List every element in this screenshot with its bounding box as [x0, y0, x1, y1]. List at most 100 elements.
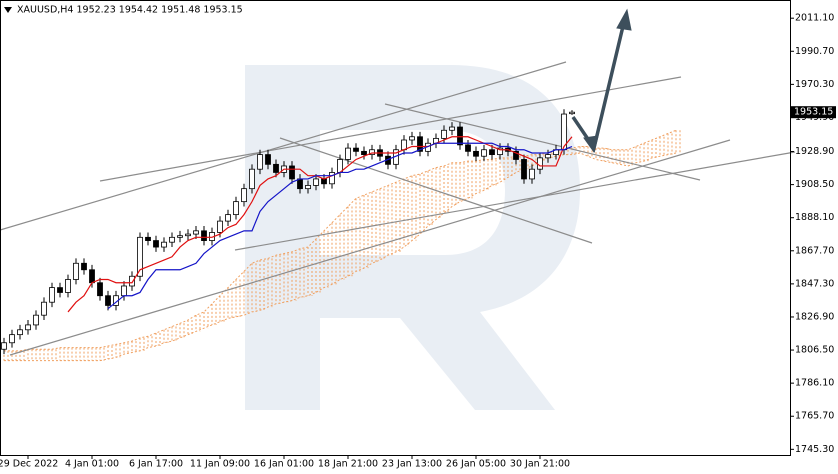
candle-body [409, 136, 415, 141]
candle-body [145, 236, 151, 241]
candle-body [465, 144, 471, 152]
indicator-lines [67, 136, 573, 313]
trend-line [384, 103, 701, 181]
candle-body [265, 154, 271, 165]
candle-body [33, 314, 39, 326]
candle-body [161, 241, 167, 248]
trend-line [9, 139, 731, 356]
indicator-line [67, 136, 573, 313]
candle-body [41, 301, 47, 316]
candle-body [449, 126, 455, 131]
y-tick-label: 1847.30 [795, 278, 834, 289]
x-tick-label: 29 Dec 2022 [0, 459, 58, 470]
candle-body [153, 240, 159, 248]
candle-body [361, 150, 367, 156]
candle-body [321, 178, 327, 185]
y-tick-label: 1826.90 [795, 311, 834, 322]
candle-body [193, 230, 199, 235]
y-tick-label: 1745.30 [795, 444, 834, 455]
arrow-path [571, 21, 626, 153]
candle-body [49, 287, 55, 303]
candle-body [521, 159, 527, 180]
candle-body [169, 236, 175, 243]
x-tick-label: 26 Jan 05:00 [446, 459, 506, 470]
candle-body [17, 329, 23, 336]
candle-body [353, 147, 359, 152]
arrow-head [583, 135, 599, 154]
arrow-head [616, 8, 632, 31]
indicator-line [107, 142, 573, 310]
candle-body [401, 139, 407, 151]
x-tick-label: 11 Jan 09:00 [190, 459, 250, 470]
candle-body [569, 111, 575, 115]
candle-body [529, 168, 535, 180]
x-tick-label: 18 Jan 21:00 [318, 459, 378, 470]
candle-body [233, 201, 239, 216]
trend-line [99, 76, 682, 182]
cloud-edge [4, 129, 677, 352]
x-tick-label: 30 Jan 21:00 [510, 459, 570, 470]
y-tick-label: 1867.70 [795, 245, 834, 256]
price-tag-label: 1953.15 [794, 107, 833, 118]
x-tick-label: 4 Jan 01:00 [65, 459, 119, 470]
trend-line [0, 61, 567, 231]
candle-body [121, 285, 127, 297]
y-tick-label: 1765.70 [795, 411, 834, 422]
candle-body [89, 269, 95, 284]
candle-body [105, 295, 111, 306]
candle-body [473, 150, 479, 157]
candle-body [201, 230, 207, 241]
candle-body [25, 324, 31, 331]
x-tick-label: 23 Jan 13:00 [382, 459, 442, 470]
candle-body [241, 188, 247, 203]
y-tick-label: 1990.70 [795, 46, 834, 57]
candle-body [1, 342, 7, 350]
candle-body [177, 235, 183, 238]
candle-body [497, 147, 503, 156]
candle-body [305, 185, 311, 190]
axes: 2011.101990.701970.301949.901928.901908.… [0, 13, 836, 470]
candle-body [257, 154, 263, 170]
candle-body [185, 233, 191, 237]
candle-body [137, 236, 143, 277]
price-tag [791, 106, 836, 119]
x-tick-label: 16 Jan 01:00 [254, 459, 314, 470]
candle-body [97, 282, 103, 297]
candle-body [289, 165, 295, 180]
candle-body [217, 220, 223, 233]
y-tick-label: 1970.30 [795, 79, 834, 90]
plot-frame [0, 0, 791, 456]
trend-line [279, 137, 593, 244]
y-tick-label: 1928.90 [795, 146, 834, 157]
watermark-bowl [320, 65, 580, 410]
candle-body [513, 150, 519, 160]
candle-body [297, 178, 303, 190]
y-tick-label: 1888.10 [795, 212, 834, 223]
candle-body [441, 129, 447, 139]
candle-body [313, 178, 319, 186]
x-tick-label: 6 Jan 17:00 [129, 459, 183, 470]
candle-body [225, 214, 231, 222]
candle-body [9, 334, 15, 344]
chart-title: XAUUSD,H4 1952.23 1954.42 1951.48 1953.1… [17, 5, 243, 16]
trend-line [234, 151, 796, 251]
candle-body [73, 262, 79, 280]
candle-body [481, 149, 487, 157]
symbol-icon [4, 7, 12, 13]
y-tick-label: 2011.10 [795, 13, 834, 24]
candle-body [545, 154, 551, 159]
y-tick-label: 1786.10 [795, 378, 834, 389]
candle-body [329, 172, 335, 185]
trend-lines [0, 61, 796, 356]
forecast-arrow [571, 8, 632, 154]
candle-body [345, 147, 351, 160]
y-tick-label: 1806.50 [795, 345, 834, 356]
candle-body [489, 149, 495, 156]
candle-body [57, 287, 63, 293]
candle-body [457, 126, 463, 146]
candle-body [273, 163, 279, 173]
candle-body [129, 275, 135, 287]
y-tick-label: 1908.50 [795, 179, 834, 190]
